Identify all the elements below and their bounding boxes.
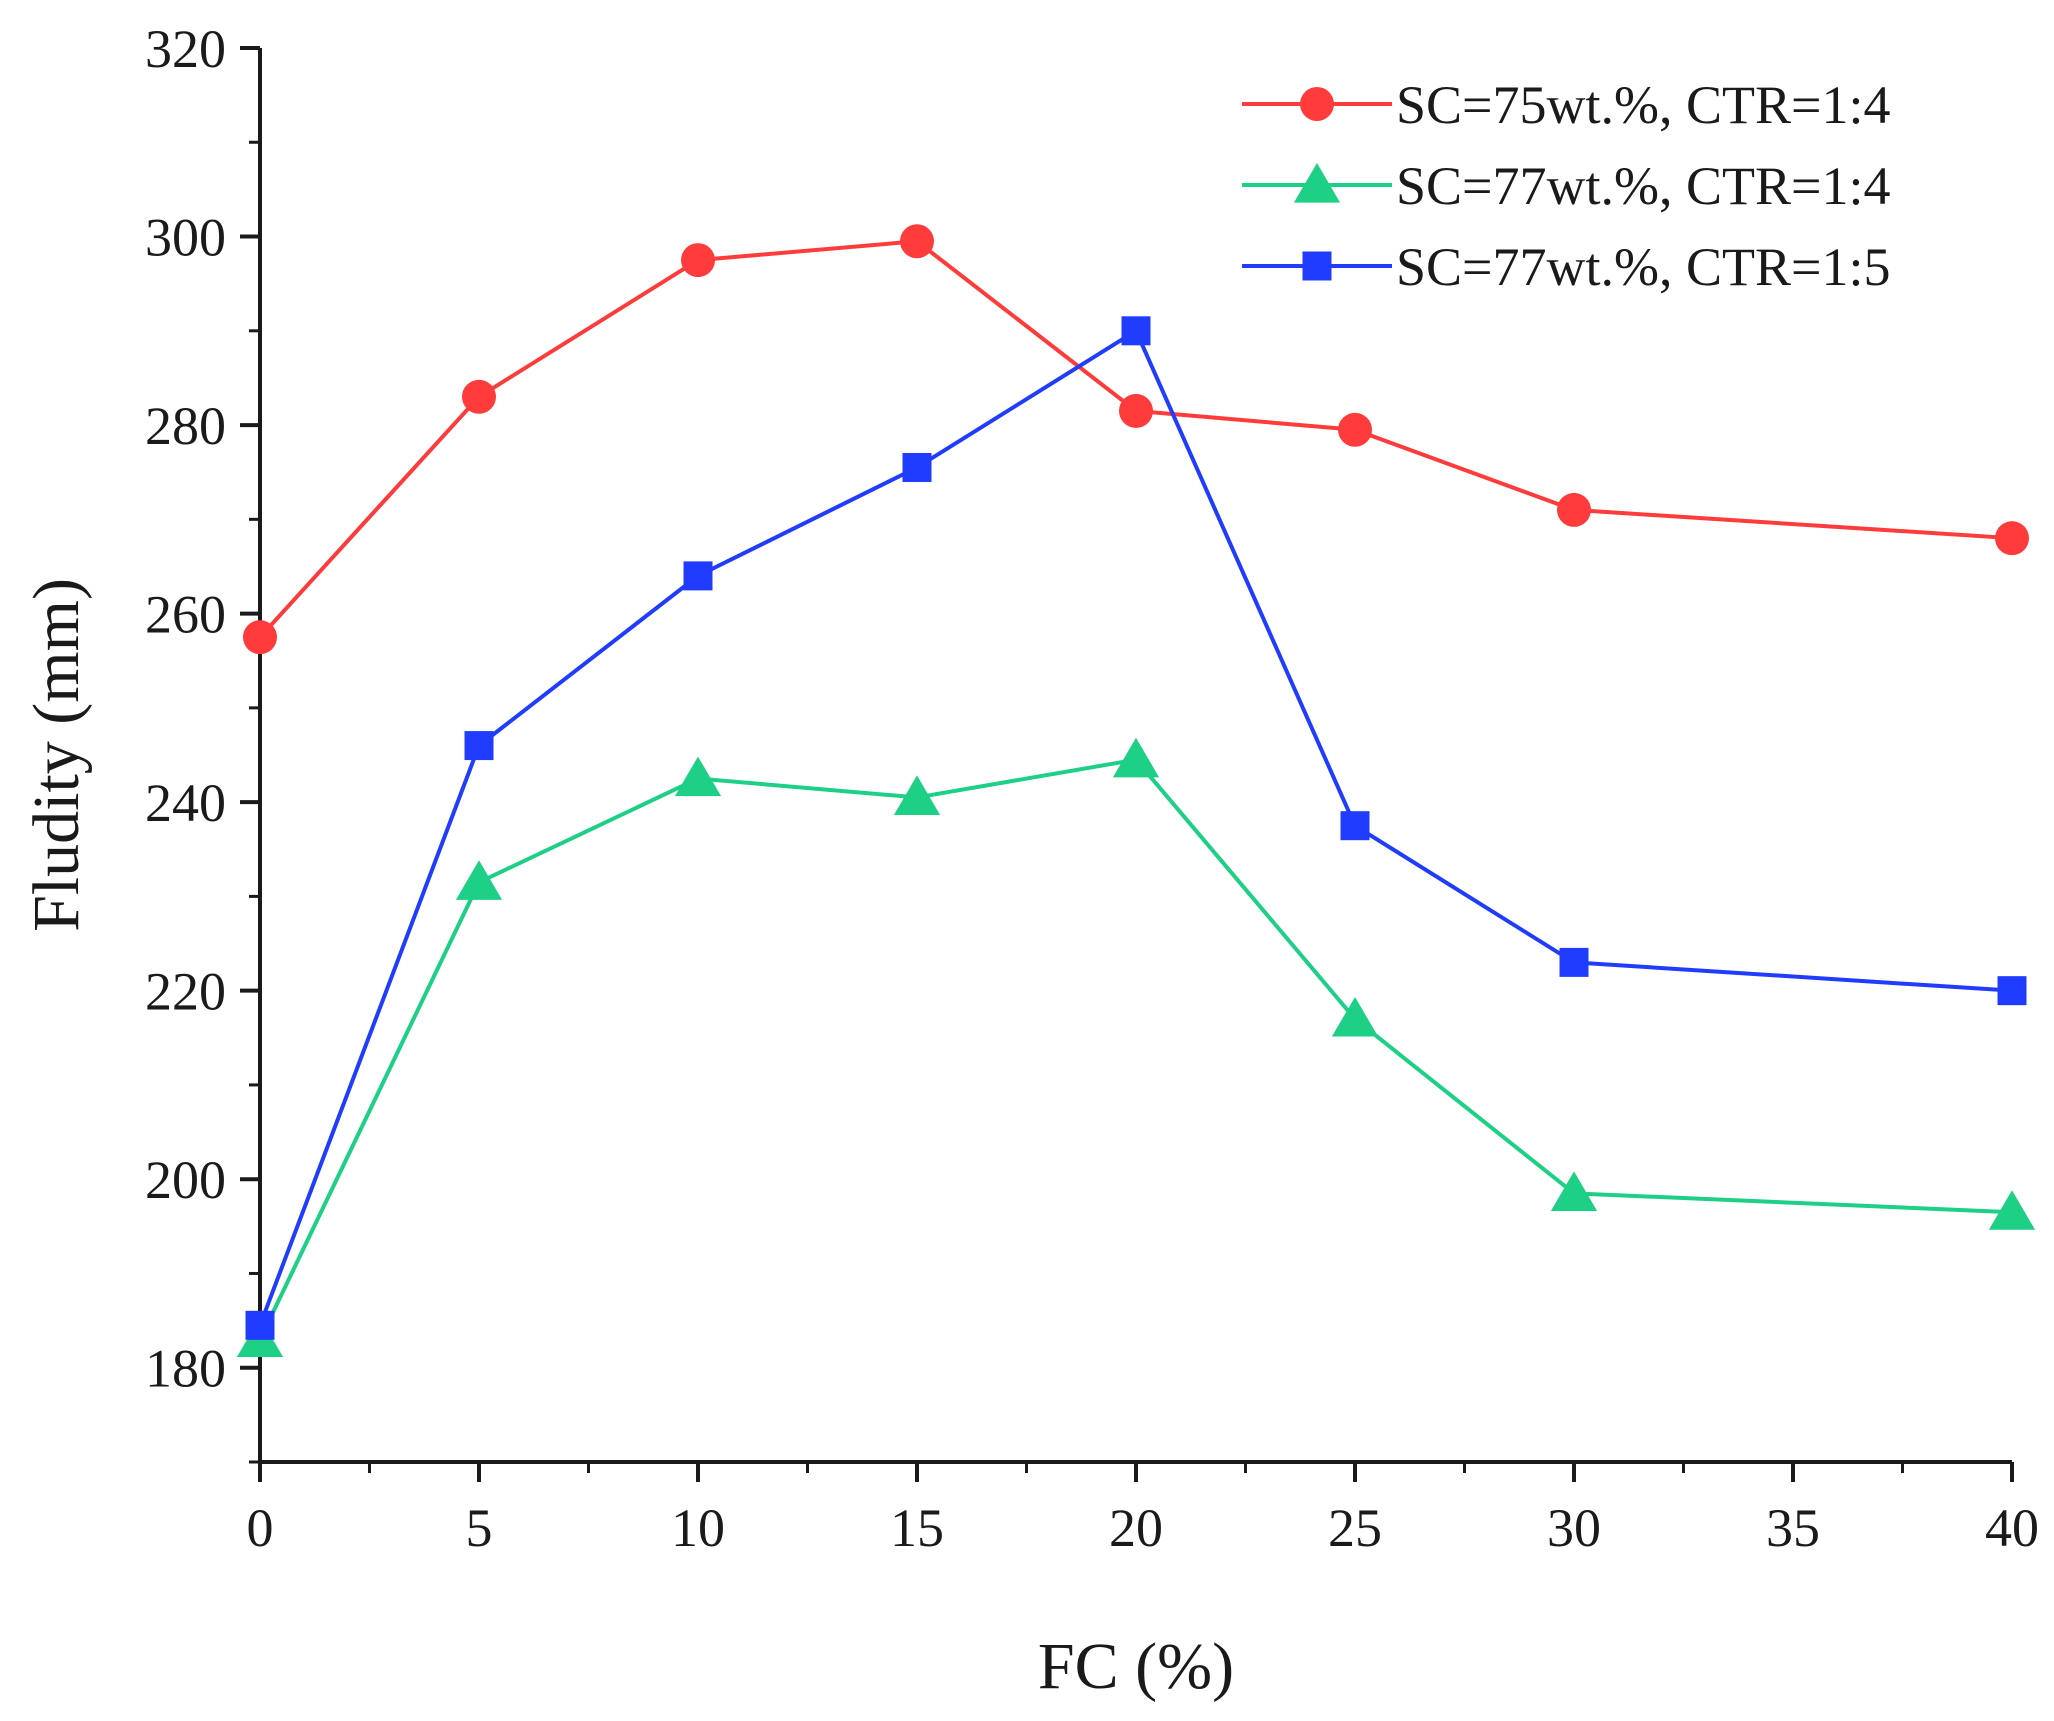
y-tick-label: 300 — [145, 208, 226, 268]
x-tick-label: 35 — [1766, 1498, 1820, 1558]
x-tick-label: 30 — [1547, 1498, 1601, 1558]
data-point — [1119, 393, 1153, 428]
data-point — [1338, 412, 1372, 447]
y-tick-label: 180 — [145, 1339, 226, 1399]
legend: SC=75wt.%, CTR=1:4 SC=77wt.%, CTR=1:4 SC=7… — [1242, 75, 1890, 297]
series-1 — [243, 224, 2029, 655]
y-tick-label: 220 — [145, 962, 226, 1022]
legend-item: SC=75wt.%, CTR=1:4 — [1242, 75, 1890, 135]
x-tick-label: 5 — [466, 1498, 493, 1558]
data-point — [900, 224, 934, 259]
y-tick-label: 260 — [145, 585, 226, 645]
data-point — [1121, 316, 1151, 346]
data-point — [455, 860, 503, 900]
data-point — [1557, 492, 1591, 527]
y-tick-label: 240 — [145, 773, 226, 833]
data-point — [1997, 976, 2027, 1006]
x-tick-label: 0 — [247, 1498, 274, 1558]
data-point — [1112, 737, 1160, 778]
data-point — [1559, 947, 1589, 977]
data-point — [464, 731, 494, 761]
legend-item: SC=77wt.%, CTR=1:5 — [1242, 237, 1890, 297]
x-tick-label: 40 — [1985, 1498, 2039, 1558]
legend-marker — [1293, 163, 1341, 203]
data-point — [1988, 1190, 2036, 1230]
data-point — [683, 561, 713, 591]
series-layer — [236, 224, 2036, 1358]
x-tick-label: 10 — [671, 1498, 725, 1558]
legend-label: SC=77wt.%, CTR=1:4 — [1396, 156, 1890, 216]
series-line — [258, 328, 2013, 1327]
series-2 — [236, 737, 2036, 1358]
data-point — [902, 452, 932, 482]
data-point — [1995, 521, 2029, 556]
data-point — [1331, 996, 1379, 1037]
legend-marker — [1300, 87, 1334, 121]
legend-label: SC=77wt.%, CTR=1:5 — [1396, 237, 1890, 297]
x-tick-label: 25 — [1328, 1498, 1382, 1558]
data-point — [893, 775, 941, 816]
data-point — [462, 379, 496, 414]
y-axis-title: Fludity (mm) — [20, 578, 93, 932]
data-point — [1340, 811, 1370, 841]
legend-label: SC=75wt.%, CTR=1:4 — [1396, 75, 1890, 135]
series-3 — [245, 316, 2027, 1340]
data-point — [681, 243, 715, 278]
y-tick-label: 200 — [145, 1150, 226, 1210]
x-tick-label: 20 — [1109, 1498, 1163, 1558]
data-point — [243, 620, 277, 655]
y-tick-label: 320 — [145, 19, 226, 79]
series-line — [258, 239, 2013, 639]
x-axis-title: FC (%) — [1038, 1630, 1234, 1703]
data-point — [245, 1310, 275, 1340]
legend-item: SC=77wt.%, CTR=1:4 — [1242, 156, 1890, 216]
x-tick-label: 15 — [890, 1498, 944, 1558]
legend-marker — [1302, 251, 1332, 281]
data-point — [1550, 1171, 1598, 1211]
axes-layer: 0 5 10 15 20 25 30 35 40 180 200 220 240 260 280 300 320 — [145, 19, 2039, 1558]
series-line — [258, 757, 2013, 1341]
y-tick-label: 280 — [145, 396, 226, 456]
data-point — [674, 756, 722, 797]
